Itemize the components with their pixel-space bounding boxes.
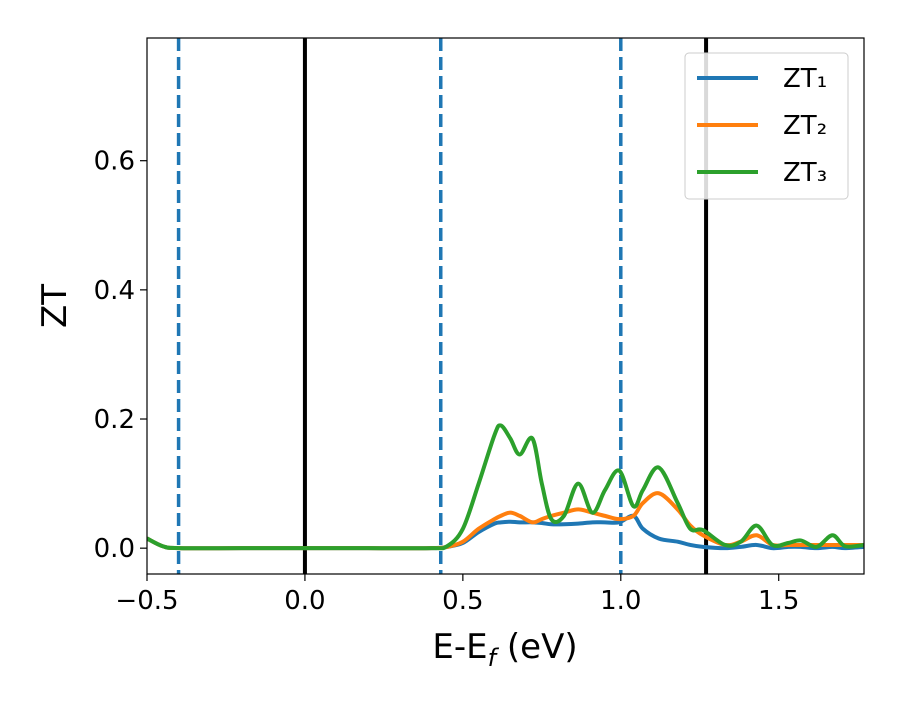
series-line [147,513,864,551]
x-axis-label-main: E-E [432,627,487,667]
y-axis-label: ZT [35,284,75,328]
x-tick-label: 1.0 [600,586,641,616]
series-line [147,423,864,551]
x-axis-label-unit: (eV) [496,627,578,667]
plot-area [147,38,864,574]
x-axis-label: E-Ef (eV) [432,627,577,672]
legend-label: ZT₃ [783,158,827,188]
y-tick-label: 0.4 [94,276,135,306]
y-tick-label: 0.2 [94,405,135,435]
legend-label: ZT₁ [783,64,827,94]
y-tick-label: 0.0 [94,534,135,564]
y-tick-label: 0.6 [94,147,135,177]
x-tick-label: 1.5 [758,586,799,616]
x-tick-label: 0.5 [442,586,483,616]
plot-frame [146,37,865,575]
legend-box [684,52,849,200]
legend-label: ZT₂ [783,111,827,141]
x-tick-label: 0.0 [284,586,325,616]
x-tick-label: −0.5 [115,586,178,616]
